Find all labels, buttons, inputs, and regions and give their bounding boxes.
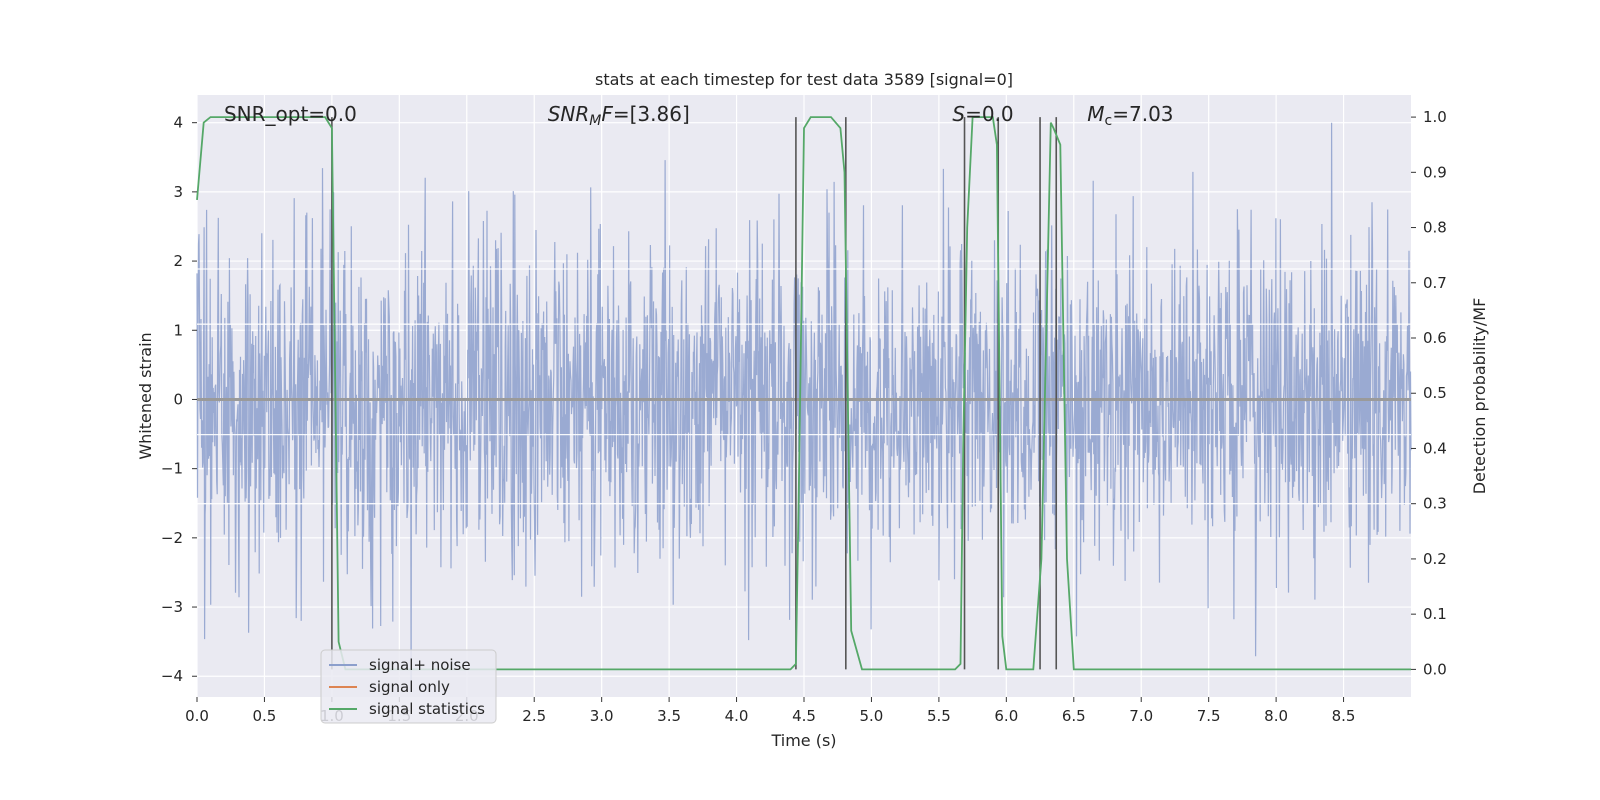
y-right-tick-label: 1.0 [1423, 108, 1447, 126]
annotation-snr-opt: SNR_opt=0.0 [224, 102, 357, 126]
y-right-tick-label: 0.3 [1423, 495, 1447, 513]
y-tick-label: 0 [173, 390, 183, 408]
x-tick-label: 8.5 [1332, 707, 1356, 725]
y-ticks: 4 3 2 1 0 −1 −2 −3 −4 [161, 114, 197, 685]
legend: signal+ noise signal only signal statistic… [320, 649, 497, 724]
x-tick-label: 7.0 [1129, 707, 1153, 725]
x-tick-label: 7.5 [1197, 707, 1221, 725]
annotations: SNR_opt=0.0 SNRMF=[3.86] S=0.0 Mc=7.03 [224, 102, 1174, 129]
annotation-s: S=0.0 [952, 102, 1013, 126]
x-tick-label: 0.0 [185, 707, 209, 725]
annotation-mc: Mc=7.03 [1087, 102, 1173, 129]
x-tick-label: 5.0 [860, 707, 884, 725]
legend-label: signal only [369, 678, 450, 696]
y-right-tick-label: 0.6 [1423, 329, 1447, 347]
y-tick-label: −4 [161, 667, 183, 685]
y-right-tick-label: 0.1 [1423, 605, 1447, 623]
x-tick-label: 0.5 [253, 707, 277, 725]
y-axis-label: Whitened strain [136, 332, 155, 459]
x-tick-label: 3.5 [657, 707, 681, 725]
series-signal-noise [196, 122, 1412, 691]
y-tick-label: −2 [161, 529, 183, 547]
x-tick-label: 8.0 [1264, 707, 1288, 725]
y-ticks-right: 1.0 0.9 0.8 0.7 0.6 0.5 0.4 0.3 0.2 0.1 0.0 [1411, 108, 1447, 678]
annotation-snr-mf: SNRMF=[3.86] [548, 102, 690, 129]
y-tick-label: 4 [173, 114, 183, 132]
y-right-tick-label: 0.5 [1423, 384, 1447, 402]
y-tick-label: −1 [161, 460, 183, 478]
y-tick-label: −3 [161, 598, 183, 616]
legend-label: signal+ noise [369, 656, 471, 674]
x-tick-label: 6.5 [1062, 707, 1086, 725]
y-right-tick-label: 0.0 [1423, 660, 1447, 678]
y-right-tick-label: 0.4 [1423, 439, 1447, 457]
x-tick-label: 5.5 [927, 707, 951, 725]
horizontal-lines [197, 268, 1411, 505]
legend-label: signal statistics [369, 700, 485, 718]
x-axis-label: Time (s) [770, 731, 836, 750]
chart-title: stats at each timestep for test data 358… [595, 70, 1013, 89]
y-axis-label-right: Detection probability/MF [1470, 298, 1489, 495]
y-right-tick-label: 0.9 [1423, 163, 1447, 181]
y-tick-label: 2 [173, 252, 183, 270]
x-tick-label: 2.5 [522, 707, 546, 725]
x-tick-label: 3.0 [590, 707, 614, 725]
y-tick-label: 3 [173, 183, 183, 201]
y-right-tick-label: 0.7 [1423, 274, 1447, 292]
y-right-tick-label: 0.8 [1423, 219, 1447, 237]
noise-line [196, 122, 1412, 691]
y-tick-label: 1 [173, 321, 183, 339]
x-tick-label: 4.5 [792, 707, 816, 725]
x-tick-label: 6.0 [994, 707, 1018, 725]
legend-box [320, 649, 497, 724]
y-right-tick-label: 0.2 [1423, 550, 1447, 568]
x-tick-label: 4.0 [725, 707, 749, 725]
